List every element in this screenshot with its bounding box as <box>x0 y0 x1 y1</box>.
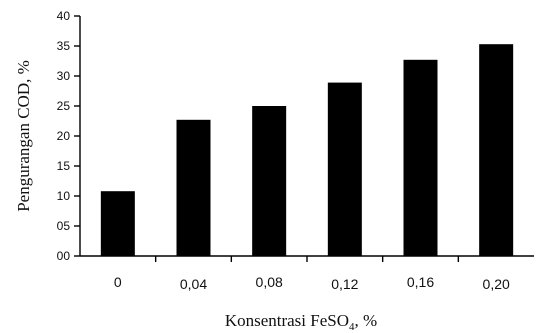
x-axis-title-suffix: , % <box>355 311 378 330</box>
x-tick-label: 0,08 <box>256 274 283 290</box>
x-tick-label: 0 <box>114 274 122 290</box>
x-tick-label: 0,04 <box>180 276 207 292</box>
y-tick-label: 25 <box>57 99 71 113</box>
x-tick-label: 0,16 <box>407 274 434 290</box>
bar <box>403 59 438 256</box>
x-axis-ticks: 0 0,04 0,08 0,12 0,16 0,20 <box>114 256 510 292</box>
y-tick-label: 05 <box>57 219 71 233</box>
y-axis-title: Pengurangan COD, % <box>14 60 33 212</box>
bars <box>100 44 514 257</box>
bar <box>327 82 362 256</box>
y-tick-label: 35 <box>57 39 71 53</box>
bar <box>100 191 135 256</box>
y-tick-label: 15 <box>57 159 71 173</box>
x-tick-label: 0,20 <box>483 276 510 292</box>
y-axis-ticks: 00 05 10 15 20 25 30 35 40 <box>57 9 80 263</box>
y-tick-label: 20 <box>57 129 71 143</box>
y-tick-label: 30 <box>57 69 71 83</box>
x-tick-label: 0,12 <box>331 276 358 292</box>
x-axis-title-subscript: 4 <box>349 321 355 333</box>
bar <box>176 119 211 256</box>
bar <box>479 44 514 257</box>
y-tick-label: 10 <box>57 189 71 203</box>
y-tick-label: 40 <box>57 9 71 23</box>
y-tick-label: 00 <box>57 249 71 263</box>
x-axis-title: Konsentrasi FeSO4, % <box>225 311 377 333</box>
bar <box>252 106 287 256</box>
x-axis-title-main: Konsentrasi FeSO <box>225 311 349 330</box>
